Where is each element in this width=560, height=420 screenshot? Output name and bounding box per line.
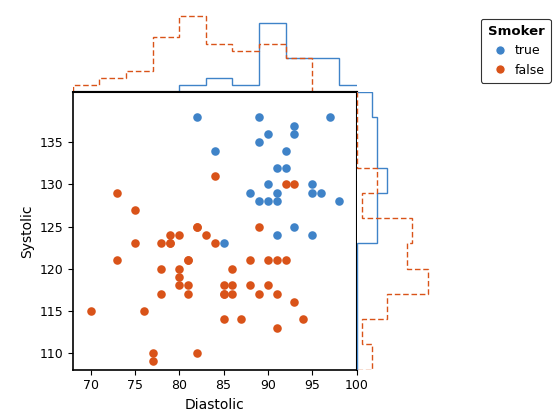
Point — [184, 257, 193, 264]
Point — [193, 349, 202, 356]
Point — [130, 240, 139, 247]
Point — [263, 198, 272, 205]
Point — [228, 265, 237, 272]
Legend: true, false: true, false — [481, 19, 551, 83]
Point — [307, 189, 316, 196]
Point — [184, 257, 193, 264]
Point — [272, 189, 281, 196]
Point — [219, 316, 228, 323]
Point — [307, 231, 316, 238]
Point — [148, 358, 157, 365]
Point — [86, 307, 95, 314]
Point — [237, 316, 246, 323]
Point — [210, 240, 219, 247]
Point — [184, 291, 193, 297]
Point — [263, 257, 272, 264]
Point — [272, 257, 281, 264]
Point — [157, 291, 166, 297]
Point — [254, 223, 263, 230]
Point — [219, 240, 228, 247]
Point — [193, 223, 202, 230]
Point — [193, 114, 202, 121]
Point — [334, 198, 343, 205]
Point — [254, 139, 263, 146]
Point — [219, 291, 228, 297]
Point — [148, 349, 157, 356]
Point — [219, 282, 228, 289]
Point — [157, 265, 166, 272]
Point — [290, 223, 299, 230]
Point — [246, 189, 255, 196]
Point — [254, 291, 263, 297]
Point — [325, 114, 334, 121]
Point — [201, 231, 210, 238]
Point — [263, 282, 272, 289]
Point — [166, 240, 175, 247]
Point — [184, 282, 193, 289]
Point — [263, 181, 272, 188]
Point — [113, 257, 122, 264]
Point — [157, 240, 166, 247]
Point — [113, 189, 122, 196]
Point — [272, 324, 281, 331]
Point — [210, 173, 219, 179]
Point — [263, 131, 272, 137]
Point — [130, 206, 139, 213]
Point — [166, 231, 175, 238]
Point — [228, 282, 237, 289]
Point — [290, 181, 299, 188]
Point — [281, 147, 290, 154]
Point — [193, 223, 202, 230]
Point — [228, 291, 237, 297]
X-axis label: Diastolic: Diastolic — [185, 398, 245, 412]
Point — [139, 307, 148, 314]
Point — [290, 131, 299, 137]
Point — [290, 122, 299, 129]
Point — [281, 181, 290, 188]
Point — [246, 282, 255, 289]
Point — [281, 257, 290, 264]
Point — [175, 265, 184, 272]
Point — [290, 299, 299, 306]
Point — [272, 231, 281, 238]
Point — [316, 189, 325, 196]
Point — [219, 291, 228, 297]
Point — [175, 282, 184, 289]
Point — [210, 147, 219, 154]
Y-axis label: Systolic: Systolic — [20, 204, 34, 257]
Point — [254, 198, 263, 205]
Point — [175, 231, 184, 238]
Point — [175, 274, 184, 281]
Point — [281, 164, 290, 171]
Point — [272, 198, 281, 205]
Point — [254, 114, 263, 121]
Point — [272, 291, 281, 297]
Point — [307, 181, 316, 188]
Point — [246, 257, 255, 264]
Point — [272, 164, 281, 171]
Point — [166, 240, 175, 247]
Point — [299, 316, 308, 323]
